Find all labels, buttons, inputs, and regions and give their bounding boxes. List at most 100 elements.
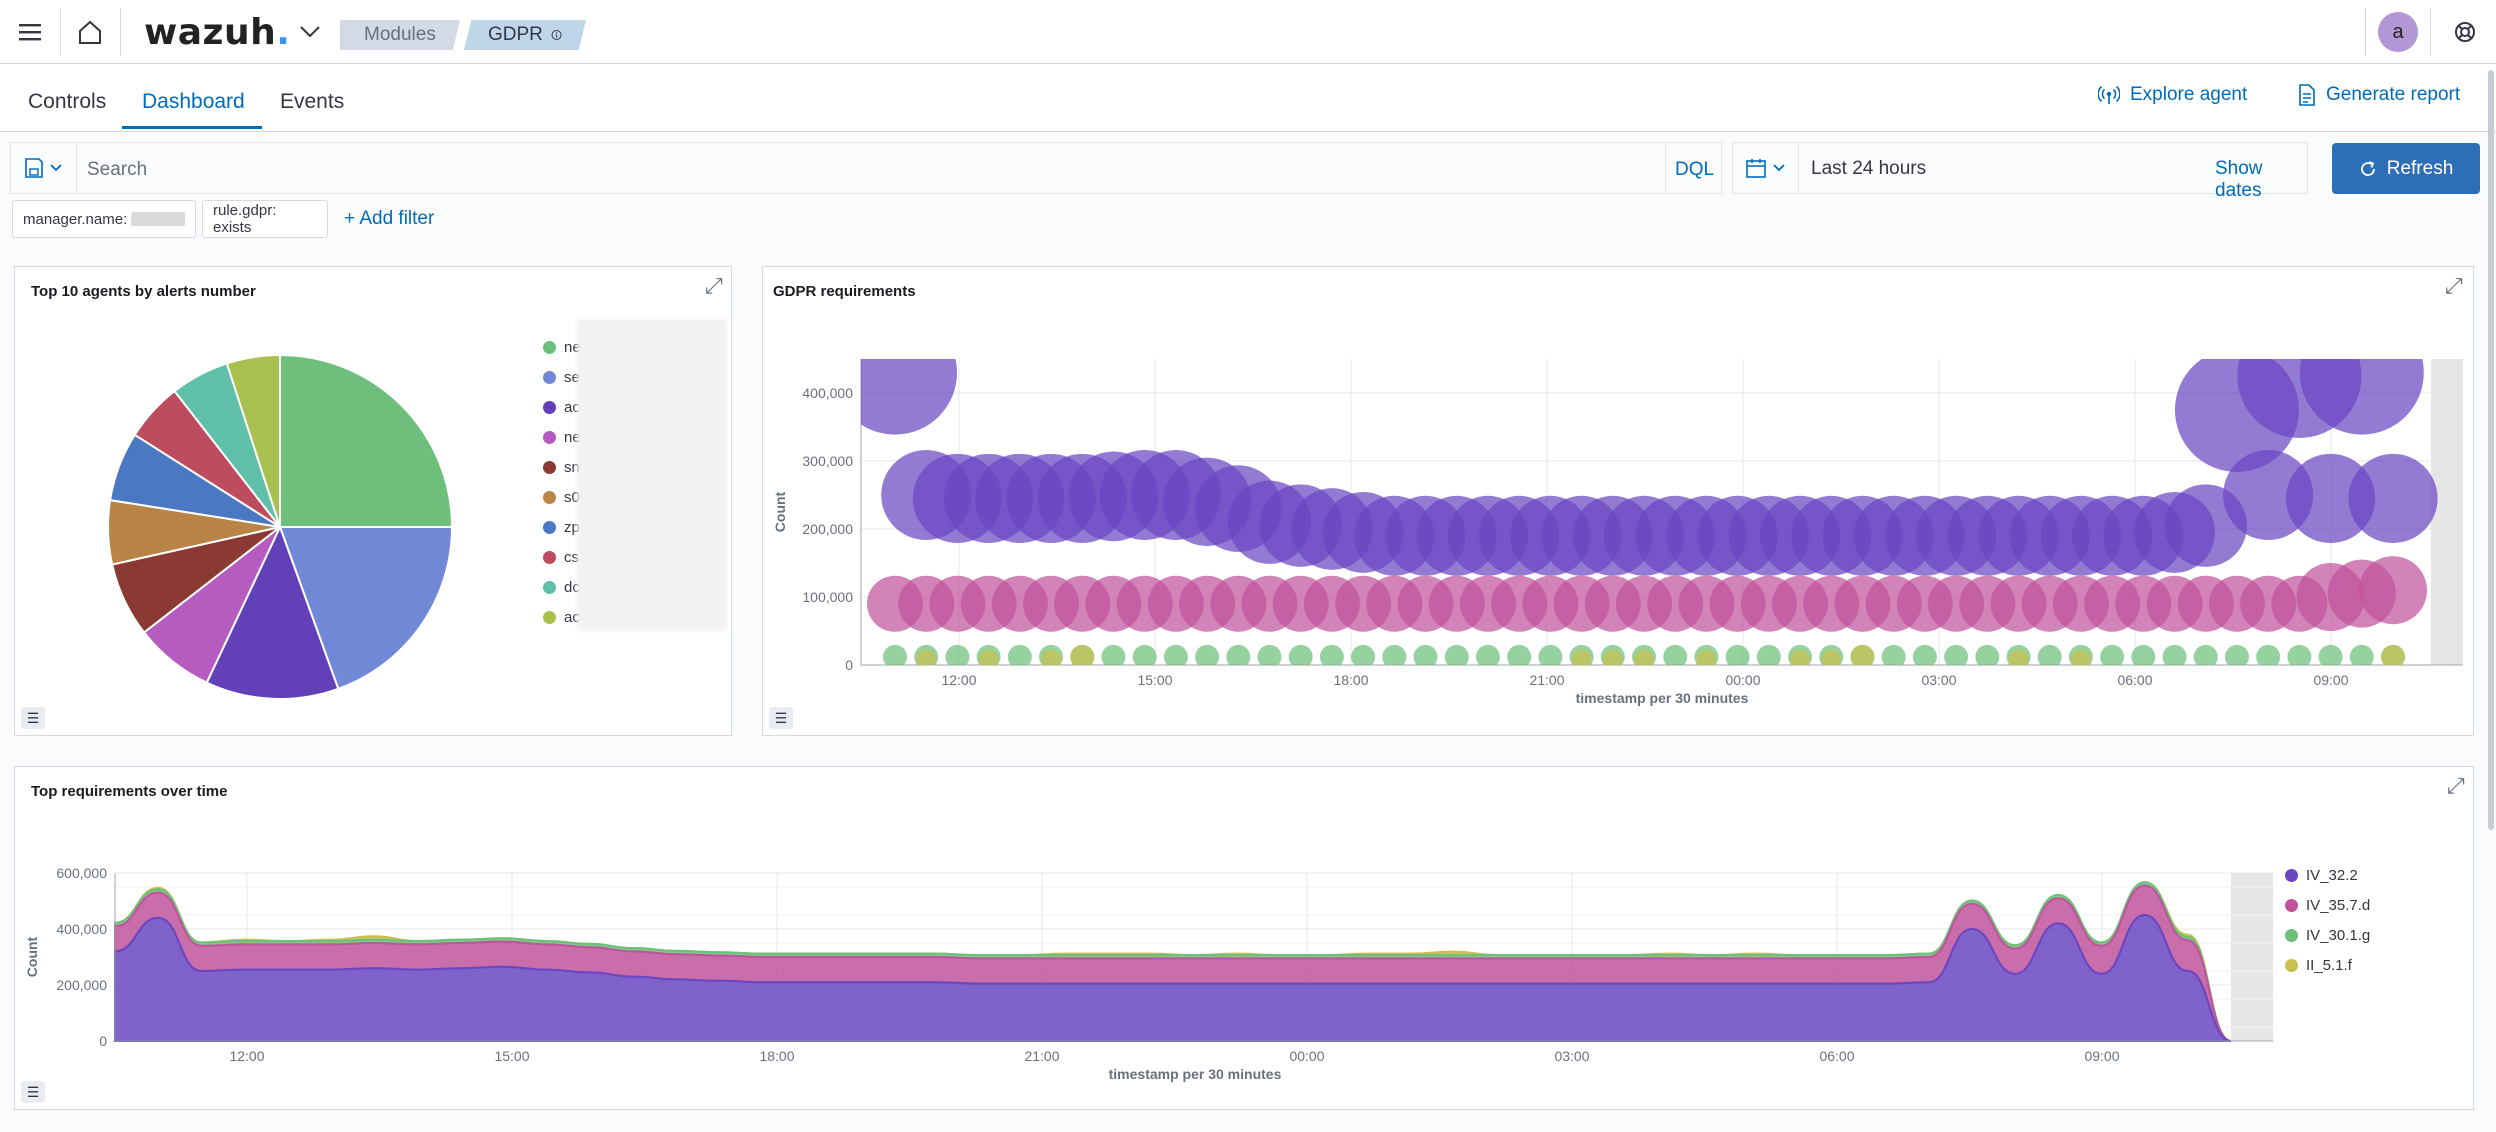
bubble-point[interactable] [1226, 644, 1251, 669]
toggle-legend-icon[interactable]: ☰ [769, 707, 793, 729]
expand-icon[interactable]: ⤢ [2447, 773, 2465, 798]
pie-slice-1[interactable] [278, 526, 454, 691]
pie-legend-item[interactable]: s0 [543, 489, 580, 506]
saved-query-menu-button[interactable] [11, 143, 77, 193]
bubble-point[interactable] [1634, 649, 1654, 670]
bubble-point[interactable] [1070, 644, 1095, 669]
bubble-point[interactable] [1975, 644, 2000, 669]
filter-pill-rule-gdpr[interactable]: rule.gdpr: exists [202, 200, 328, 238]
pie-legend-item[interactable]: ne [543, 429, 581, 446]
bubble-point[interactable] [916, 649, 937, 670]
expand-icon[interactable]: ⤢ [705, 273, 723, 298]
add-filter-button[interactable]: + Add filter [344, 208, 435, 229]
bubble-point[interactable] [1195, 644, 1220, 669]
area-legend-item[interactable]: IV_35.7.d [2285, 897, 2370, 914]
area-legend-item[interactable]: II_5.1.f [2285, 957, 2352, 974]
area-legend-item[interactable]: IV_32.2 [2285, 867, 2358, 884]
bubble-point[interactable] [1850, 644, 1875, 669]
bubble-point[interactable] [1163, 644, 1188, 669]
pie-legend-item[interactable]: zp [543, 519, 580, 536]
help-icon[interactable] [2440, 0, 2490, 64]
bubble-point[interactable] [1319, 644, 1344, 669]
bubble-point[interactable] [1790, 649, 1811, 670]
bubble-point[interactable] [2349, 644, 2374, 669]
bubble-point[interactable] [1571, 649, 1592, 670]
bubble-point[interactable] [2224, 644, 2249, 669]
bubble-point[interactable] [2037, 644, 2062, 669]
pie-legend-item[interactable]: se [543, 369, 580, 386]
bubble-point[interactable] [1696, 649, 1717, 670]
bubble-point[interactable] [2256, 644, 2281, 669]
bubble-point[interactable] [1602, 649, 1623, 670]
pie-legend-item[interactable]: dc [543, 579, 580, 596]
bubble-point[interactable] [1944, 644, 1969, 669]
user-avatar[interactable]: a [2378, 12, 2418, 52]
bubble-point[interactable] [2008, 649, 2029, 670]
bubble-point[interactable] [2287, 644, 2312, 669]
bubble-point[interactable] [1413, 644, 1438, 669]
toggle-legend-icon[interactable]: ☰ [21, 707, 45, 729]
bubble-point[interactable] [883, 644, 907, 669]
pie-legend-item[interactable]: ac [543, 609, 580, 626]
toggle-legend-icon[interactable]: ☰ [21, 1081, 45, 1103]
bubble-point[interactable] [1756, 644, 1781, 669]
breadcrumb-modules[interactable]: Modules [340, 20, 460, 50]
bubble-point[interactable] [1351, 644, 1376, 669]
chevron-down-icon[interactable] [290, 0, 330, 64]
pie-slice-9[interactable] [225, 353, 281, 528]
bubble-point[interactable] [1382, 644, 1407, 669]
generate-report-button[interactable]: Generate report [2298, 84, 2460, 106]
bubble-point[interactable] [2318, 644, 2343, 669]
bubble-point[interactable] [1007, 644, 1032, 669]
expand-icon[interactable]: ⤢ [2445, 273, 2463, 298]
show-dates-button[interactable]: Show dates [2215, 158, 2263, 201]
query-language-switch[interactable]: DQL [1675, 159, 1715, 180]
pie-legend-item[interactable]: cs [543, 549, 579, 566]
bubble-point[interactable] [2131, 644, 2156, 669]
area-legend-item[interactable]: IV_30.1.g [2285, 927, 2370, 944]
bubble-point[interactable] [1507, 644, 1532, 669]
bubble-point[interactable] [2381, 644, 2405, 669]
bubble-point[interactable] [1881, 644, 1906, 669]
quick-date-menu-button[interactable] [1733, 143, 1799, 193]
pie-slice-2[interactable] [205, 524, 340, 700]
breadcrumb-gdpr[interactable]: GDPR [464, 20, 586, 50]
explore-agent-button[interactable]: Explore agent [2098, 84, 2247, 106]
bubble-point[interactable] [1288, 644, 1313, 669]
bubble-point[interactable] [2070, 649, 2091, 670]
pie-legend-item[interactable]: sn [543, 459, 580, 476]
bubble-point[interactable] [833, 311, 957, 435]
pie-slice-0[interactable] [279, 353, 454, 528]
bubble-point[interactable] [1725, 644, 1750, 669]
bubble-point[interactable] [1663, 644, 1688, 669]
refresh-button[interactable]: Refresh [2332, 143, 2480, 194]
bubble-point[interactable] [945, 644, 970, 669]
home-icon[interactable] [60, 0, 120, 64]
menu-icon[interactable] [0, 0, 60, 64]
wazuh-logo[interactable]: wazuh. [144, 12, 291, 53]
bubble-point[interactable] [1132, 644, 1157, 669]
search-input[interactable]: Search [87, 159, 148, 180]
bubble-point[interactable] [2299, 311, 2424, 435]
bubble-point[interactable] [2359, 556, 2427, 625]
date-range-label[interactable]: Last 24 hours [1811, 158, 1927, 179]
tab-events[interactable]: Events [280, 90, 345, 113]
bubble-point[interactable] [2286, 453, 2376, 543]
tab-controls[interactable]: Controls [28, 90, 107, 113]
bubble-point[interactable] [2193, 644, 2218, 669]
bubble-point[interactable] [2348, 453, 2438, 543]
bubble-point[interactable] [1444, 644, 1469, 669]
bubble-point[interactable] [1475, 644, 1500, 669]
bubble-point[interactable] [1101, 644, 1126, 669]
bubble-point[interactable] [1538, 644, 1563, 669]
pie-legend-item[interactable]: ne [543, 339, 581, 356]
bubble-point[interactable] [2100, 644, 2125, 669]
filter-pill-manager-name[interactable]: manager.name: [12, 200, 196, 238]
bubble-point[interactable] [1912, 644, 1937, 669]
bubble-point[interactable] [1041, 649, 1062, 670]
bubble-point[interactable] [1821, 649, 1842, 670]
bubble-point[interactable] [978, 649, 999, 670]
pie-legend-item[interactable]: ac [543, 399, 580, 416]
page-scrollbar[interactable] [2488, 70, 2494, 830]
bubble-point[interactable] [1257, 644, 1282, 669]
